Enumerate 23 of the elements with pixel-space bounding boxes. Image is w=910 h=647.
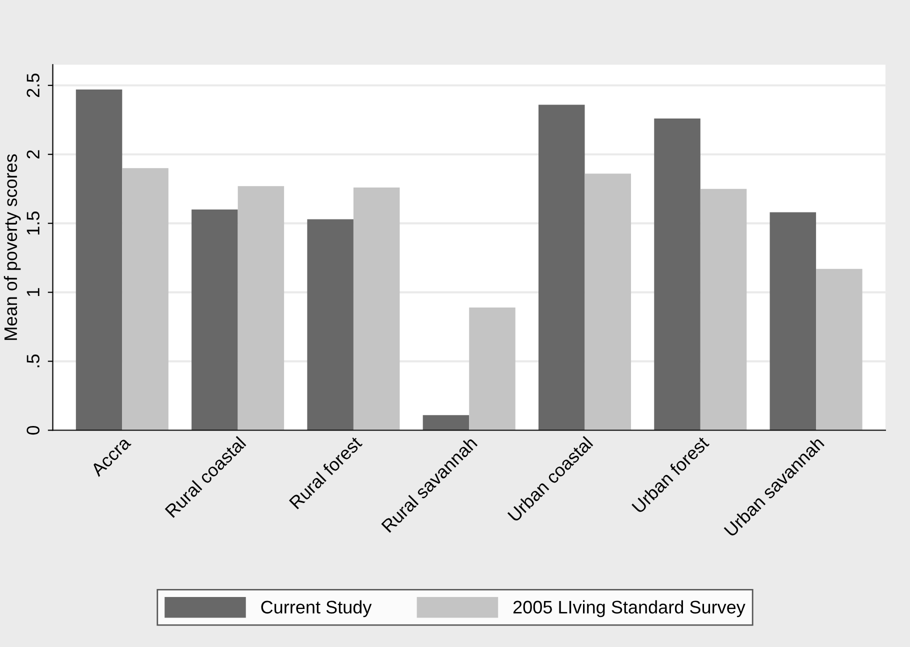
y-tick-label: 1.5	[26, 212, 40, 235]
bar	[816, 268, 862, 430]
bar	[422, 415, 470, 430]
y-tick-label: 1	[26, 288, 40, 296]
bar	[122, 168, 168, 430]
bar	[770, 212, 816, 430]
bar	[584, 174, 632, 430]
bar	[654, 118, 700, 430]
legend-label: 2005 LIving Standard Survey	[513, 600, 746, 618]
bar	[192, 210, 238, 430]
bar	[353, 187, 400, 430]
bar	[538, 104, 585, 430]
bar	[700, 188, 747, 430]
bar	[76, 90, 122, 430]
y-tick-label: 2	[26, 150, 40, 158]
y-tick-label: 2.5	[26, 74, 40, 98]
y-tick-label: .5	[26, 354, 40, 368]
bar	[307, 219, 354, 430]
bar	[238, 186, 284, 430]
y-axis-title: Mean of poverty scores	[4, 154, 21, 340]
bar	[469, 307, 516, 430]
y-tick-label: 0	[26, 426, 40, 435]
legend-label: Current Study	[261, 600, 372, 618]
